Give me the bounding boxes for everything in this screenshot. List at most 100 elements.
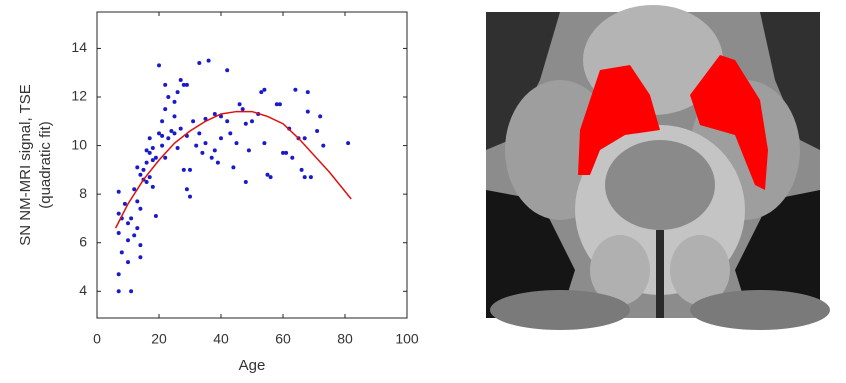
scatter-point [145,161,149,165]
scatter-point [191,119,195,123]
scatter-point [244,180,248,184]
x-tick-label: 0 [93,331,101,347]
scatter-point [135,199,139,203]
x-tick-label: 60 [275,331,291,347]
y-tick-label: 10 [71,136,87,152]
y-tick-label: 6 [79,233,87,249]
scatter-point [126,260,130,264]
scatter-point [179,78,183,82]
scatter-point [278,102,282,106]
scatter-point [213,112,217,116]
scatter-point [120,250,124,254]
scatter-point [228,131,232,135]
scatter-point [300,168,304,172]
scatter-point [135,165,139,169]
scatter-point [306,110,310,114]
scatter-point [138,255,142,259]
y-tick-label: 12 [71,88,87,104]
scatter-point [244,122,248,126]
scatter-point [188,168,192,172]
scatter-point [138,207,142,211]
scatter-point [132,233,136,237]
scatter-point [179,127,183,131]
scatter-point [213,148,217,152]
scatter-point [173,114,177,118]
scatter-point [318,114,322,118]
y-axis-label-line: (quadratic fit) [37,121,54,209]
x-tick-label: 80 [337,331,353,347]
scatter-point [194,144,198,148]
scatter-point [269,175,273,179]
scatter-point [126,221,130,225]
y-tick-label: 14 [71,39,87,55]
scatter-point [166,95,170,99]
scatter-point [210,156,214,160]
figure: Age SN NM-MRI signal, TSE (quadratic fit… [0,0,846,383]
scatter-point [185,187,189,191]
image-region [490,290,630,330]
y-axis-label-line: SN NM-MRI signal, TSE [17,84,34,245]
scatter-point [303,175,307,179]
scatter-point [247,148,251,152]
scatter-point [117,231,121,235]
x-tick-label: 20 [151,331,167,347]
scatter-point [117,190,121,194]
y-tick-label: 4 [79,282,87,298]
scatter-point [166,136,170,140]
scatter-point [225,119,229,123]
scatter-point [126,238,130,242]
scatter-point [123,202,127,206]
scatter-point [306,90,310,94]
scatter-point [160,144,164,148]
image-region [605,140,715,230]
y-tick-label: 8 [79,185,87,201]
scatter-point [185,83,189,87]
scatter-point [262,141,266,145]
mri-image [486,5,830,330]
scatter-point [138,243,142,247]
y-axis-label: SN NM-MRI signal, TSE (quadratic fit) [17,84,54,245]
scatter-point [293,88,297,92]
scatter-point [148,151,152,155]
scatter-point [163,107,167,111]
scatter-point [157,63,161,67]
scatter-point [154,156,158,160]
scatter-point [303,136,307,140]
scatter-point [182,168,186,172]
plot-area [97,12,407,318]
scatter-point [129,289,133,293]
scatter-point [250,119,254,123]
scatter-point [145,180,149,184]
scatter-point [160,119,164,123]
x-axis-label: Age [239,357,266,374]
scatter-point [284,151,288,155]
scatter-point [176,90,180,94]
scatter-point [315,129,319,133]
scatter-point [204,141,208,145]
scatter-point [309,175,313,179]
scatter-point [188,195,192,199]
scatter-point [216,161,220,165]
scatter-point [346,141,350,145]
scatter-point [238,102,242,106]
scatter-point [290,156,294,160]
scatter-point [225,68,229,72]
scatter-point [117,289,121,293]
x-tick-label: 40 [213,331,229,347]
scatter-point [142,168,146,172]
scatter-point [154,214,158,218]
scatter-point [207,59,211,63]
scatter-point [117,212,121,216]
scatter-point [151,146,155,150]
scatter-point [231,165,235,169]
scatter-point [262,88,266,92]
scatter-point [163,156,167,160]
x-tick-label: 100 [395,331,419,347]
scatter-point [197,131,201,135]
scatter-point [151,185,155,189]
scatter-point [138,173,142,177]
scatter-point [197,61,201,65]
scatter-point [129,216,133,220]
scatter-point [321,144,325,148]
scatter-point [173,100,177,104]
